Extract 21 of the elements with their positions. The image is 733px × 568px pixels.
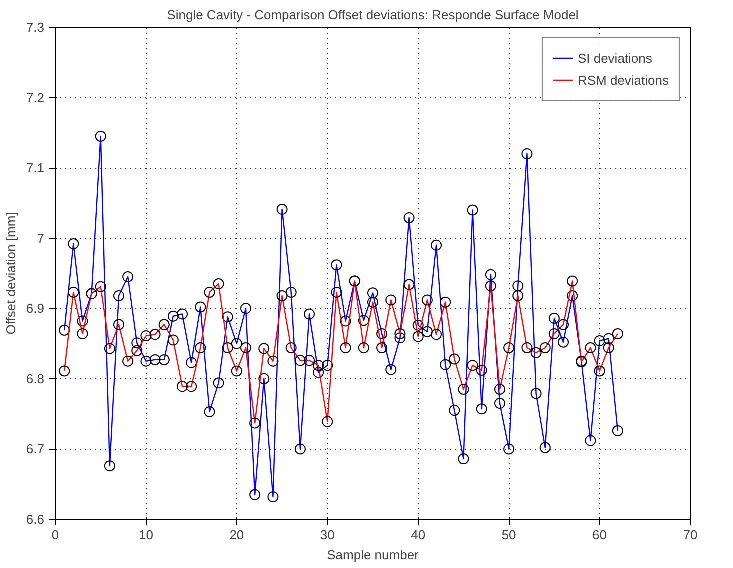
x-tick-label: 50	[502, 528, 516, 542]
y-tick-label: 7	[37, 230, 45, 246]
x-tick-label: 0	[52, 528, 60, 542]
legend-label: RSM deviations	[578, 72, 669, 88]
legend-label: SI deviations	[578, 50, 652, 66]
y-tick-label: 6.9	[26, 301, 45, 316]
y-tick-label: 6.7	[26, 442, 45, 457]
y-tick-label: 7.2	[26, 90, 45, 106]
x-tick-label: 60	[592, 528, 608, 542]
y-tick-label: 6.6	[26, 512, 45, 527]
x-tick-label: 20	[230, 528, 244, 542]
x-tick-label: 10	[138, 528, 154, 542]
y-axis-title: Offset deviation [mm]	[3, 212, 18, 335]
x-tick-label: 40	[411, 528, 426, 542]
chart-title: Single Cavity - Comparison Offset deviations: Responde Surface Model	[167, 8, 579, 22]
x-tick-label: 30	[320, 528, 335, 542]
x-axis-title: Sample number	[327, 548, 420, 562]
y-tick-label: 7.3	[26, 20, 45, 35]
y-tick-label: 7.1	[26, 160, 45, 176]
x-tick-label: 70	[683, 528, 698, 542]
y-tick-label: 6.8	[26, 371, 45, 386]
